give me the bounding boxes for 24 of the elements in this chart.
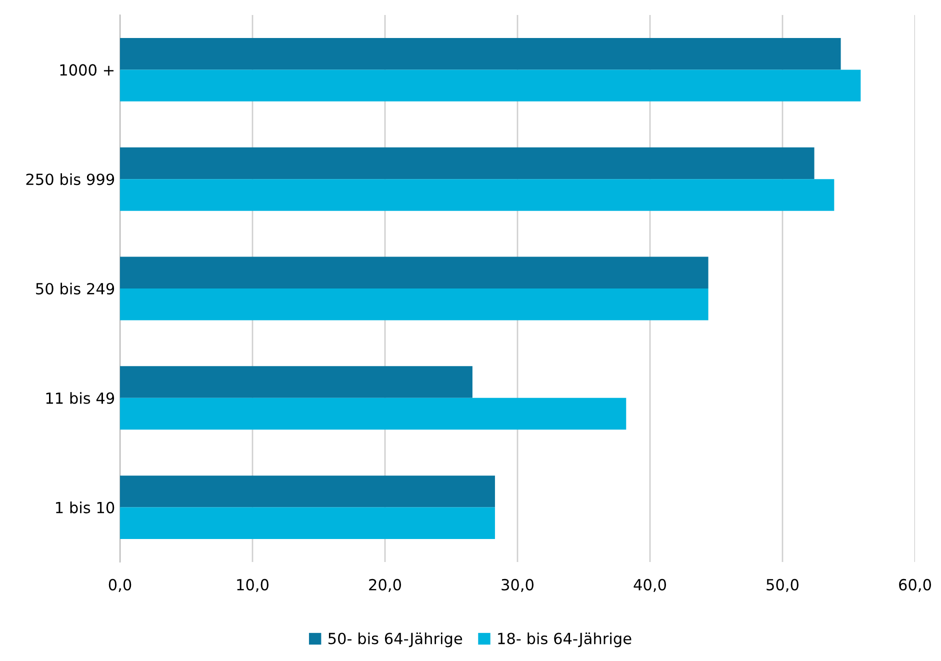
x-tick-label: 60,0 (899, 578, 931, 592)
y-tick-label: 1 bis 10 (56, 501, 114, 514)
bar (120, 38, 841, 70)
bar (120, 507, 495, 540)
x-tick-label: 10,0 (237, 578, 268, 592)
bar (120, 179, 834, 211)
bar (120, 366, 472, 398)
x-tick-label: 40,0 (634, 578, 666, 592)
y-tick-label: 250 bis 999 (26, 173, 114, 186)
y-tick-label: 11 bis 49 (46, 392, 114, 404)
legend-label: 18- bis 64-Jährige (498, 632, 632, 648)
bar (120, 398, 626, 430)
bar (120, 256, 708, 288)
bar (120, 70, 861, 102)
bar (120, 288, 708, 320)
y-tick-label: 50 bis 249 (36, 282, 114, 295)
legend-label: 50- bis 64-Jährige (328, 632, 462, 648)
x-tick-label: 20,0 (369, 578, 401, 592)
x-tick-label: 0,0 (108, 578, 132, 592)
x-tick-label: 30,0 (502, 578, 534, 592)
bar (120, 147, 814, 180)
y-tick-label: 1000 + (60, 64, 114, 76)
bar (120, 476, 495, 508)
x-tick-label: 50,0 (766, 578, 798, 592)
